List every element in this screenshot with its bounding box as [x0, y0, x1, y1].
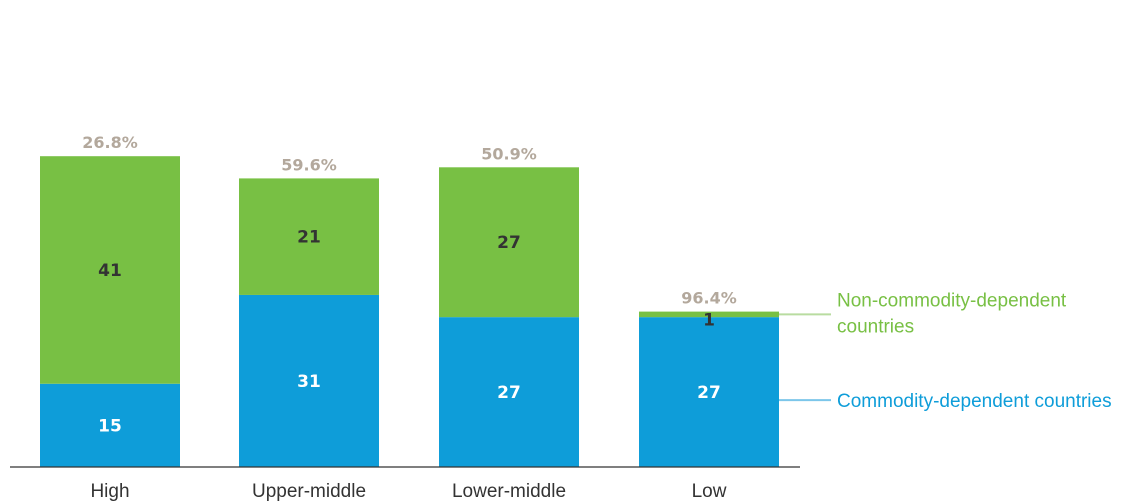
data-label: 21 [297, 228, 321, 248]
percent-label: 50.9% [481, 144, 537, 163]
bar-segment-commodity [639, 317, 779, 467]
percent-label: 96.4% [681, 289, 737, 308]
data-label: 27 [697, 383, 721, 403]
bar-segment-non-commodity [40, 156, 180, 384]
category-label: Lower-middle [452, 481, 566, 502]
category-label: Low [692, 481, 727, 502]
legend-label: Non-commodity-dependent [837, 290, 1067, 311]
bar-segment-non-commodity [439, 167, 579, 318]
data-label: 1 [703, 310, 715, 330]
category-label: Upper-middle [252, 481, 366, 502]
legend-label: countries [837, 316, 914, 337]
data-label: 15 [98, 416, 122, 436]
category-label: High [90, 481, 129, 502]
bar-segment-non-commodity [239, 178, 379, 295]
bar-segment-commodity [239, 294, 379, 467]
percent-label: 59.6% [281, 155, 337, 174]
bar-segment-commodity [439, 317, 579, 467]
percent-label: 26.8% [82, 133, 138, 152]
data-label: 41 [98, 261, 122, 281]
bar-segment-commodity [40, 383, 180, 467]
data-label: 27 [497, 383, 521, 403]
legend-label: Commodity-dependent countries [837, 391, 1112, 412]
data-label: 31 [297, 372, 321, 392]
data-label: 27 [497, 233, 521, 253]
bar-segment-non-commodity [639, 311, 779, 318]
